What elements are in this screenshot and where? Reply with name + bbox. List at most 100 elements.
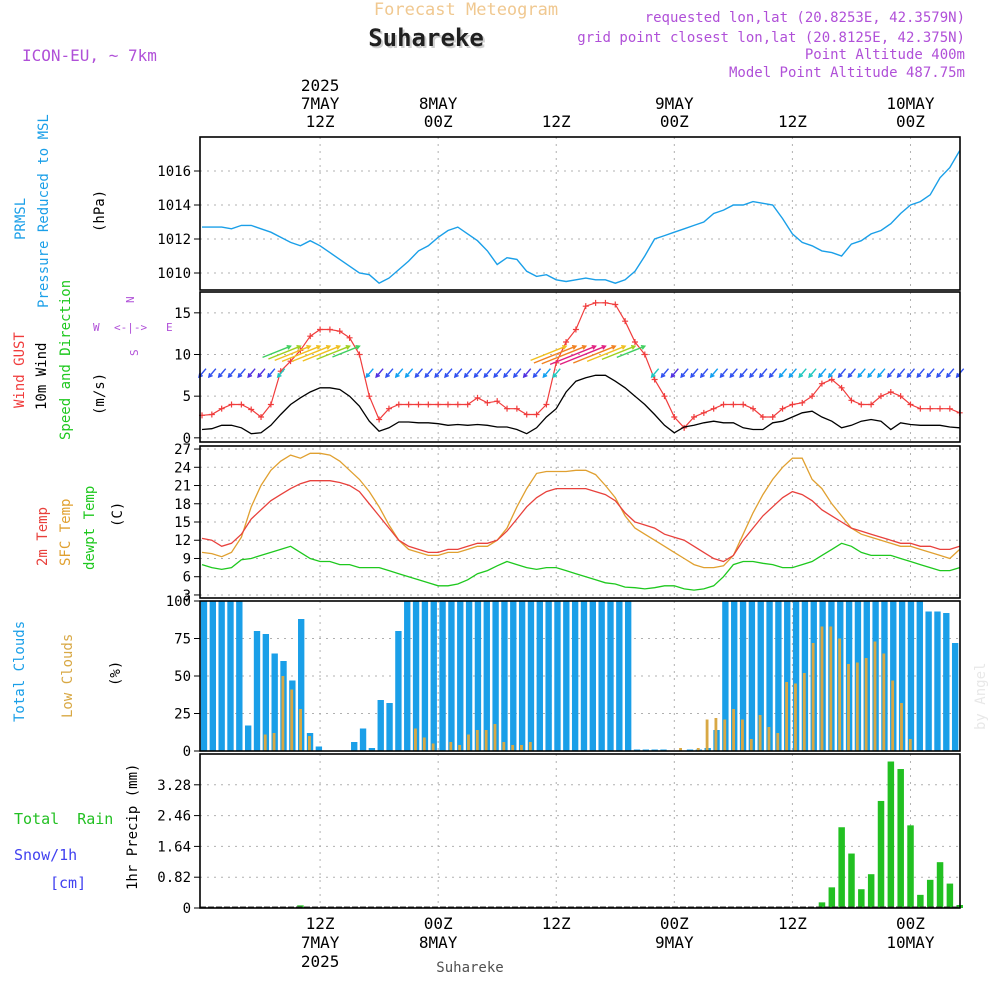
total-clouds-bar [951, 643, 959, 751]
total-clouds-bar [359, 728, 367, 751]
wind-vector-arrow [332, 345, 360, 358]
low-clouds-bar [299, 709, 302, 751]
compass-w: W [93, 321, 100, 334]
gust-point-marker [809, 393, 816, 400]
rain-bar [936, 862, 944, 908]
low-clouds-bar [873, 641, 877, 751]
wind-vector-arrowhead [562, 344, 568, 350]
wind-vector-arrow [247, 368, 256, 378]
requested-coords: requested lon,lat (20.8253E, 42.3579N) [645, 10, 965, 26]
low-clouds-bar [847, 664, 850, 751]
wind-vector-arrow [808, 368, 817, 378]
wind-vector-arrow [385, 368, 394, 378]
gust-point-marker [946, 405, 953, 412]
wind-vector-arrow [749, 368, 758, 378]
gust-point-marker [218, 405, 225, 412]
total-clouds-bar [766, 601, 773, 751]
wind-vector-arrow [877, 368, 886, 378]
wind-series-line [201, 374, 960, 435]
wind-vector-arrow [262, 345, 291, 359]
temp-2m-label: 2m Temp [35, 507, 51, 566]
y-tick-label: 3 [183, 588, 191, 604]
gust-point-marker [937, 405, 943, 412]
time-label-top: 00Z [424, 112, 453, 131]
time-label-top: 00Z [896, 112, 925, 131]
gust-point-marker [258, 414, 265, 420]
time-label-top: 00Z [660, 112, 689, 131]
gust-point-marker [376, 416, 383, 423]
rain-label: Total Rain [14, 810, 113, 828]
low-clouds-bar [449, 742, 453, 751]
wind-vector-arrowhead [916, 372, 922, 379]
total-clouds-bar [474, 601, 482, 751]
pressure-series-line [202, 150, 961, 285]
snow-label: Snow/1h [14, 846, 77, 864]
temp-sfc-label: SFC Temp [58, 499, 74, 566]
wind-vector-arrowhead [719, 372, 725, 379]
low-clouds-bar [855, 662, 859, 751]
total-clouds-bar [784, 601, 791, 751]
low-clouds-bar [900, 703, 903, 751]
gust-point-marker [612, 301, 619, 308]
precip-axis-label: 1hr Precip (mm) [125, 764, 141, 890]
low-clouds-bar [829, 626, 833, 751]
total-clouds-bar [722, 601, 729, 751]
wind-vector-arrowhead [630, 344, 637, 350]
gust-point-marker [543, 401, 550, 408]
total-clouds-bar [218, 601, 225, 751]
low-clouds-bar [502, 742, 506, 751]
low-clouds-bar [741, 719, 744, 751]
time-label-top: 12Z [306, 112, 335, 131]
low-clouds-bar [767, 727, 771, 751]
wind-vector-arrow [867, 368, 876, 378]
wind-vector-arrowhead [680, 372, 686, 379]
gust-point-marker [248, 406, 255, 413]
total-clouds-bar [404, 601, 411, 751]
wind-vector-arrowhead [512, 372, 518, 379]
wind-vector-arrowhead [621, 344, 627, 350]
y-tick-label: 12 [174, 533, 191, 549]
wind-vector-arrow [237, 368, 246, 378]
wind-vector-arrowhead [699, 372, 705, 379]
wind-vector-arrowhead [434, 372, 440, 379]
wind-vector-arrowhead [247, 372, 253, 379]
gust-point-marker [454, 401, 461, 408]
gust-point-marker [769, 414, 776, 420]
time-label-bottom: 7MAY [301, 933, 340, 952]
wind-unit: (m/s) [92, 373, 108, 415]
gust-point-marker [691, 414, 697, 420]
wind-vector-arrow [268, 345, 301, 360]
total-clouds-bar [368, 748, 376, 751]
wind-vector-arrowhead [906, 372, 912, 379]
y-tick-label: 75 [174, 632, 191, 648]
y-tick-label: 0 [183, 744, 191, 760]
wind-vector-arrow [424, 368, 433, 378]
total-clouds-bar [518, 601, 526, 751]
wind-vector-arrow [274, 345, 311, 362]
gust-point-marker [563, 339, 570, 345]
gust-point-marker [750, 405, 757, 412]
total-clouds-bar [563, 601, 570, 751]
total-clouds-bar [510, 601, 517, 751]
gust-point-marker [317, 326, 324, 333]
wind-vector-arrowhead [385, 372, 390, 379]
low-clouds-bar [891, 680, 895, 751]
wind-vector-arrowhead [503, 372, 509, 379]
gust-point-marker [887, 389, 894, 395]
rain-bar [848, 853, 855, 908]
temp-side-labels: 2m Temp SFC Temp dewpt Temp (C) [35, 486, 126, 570]
y-tick-label: 27 [174, 442, 191, 458]
wind-vector-arrowhead [542, 372, 548, 379]
gust-point-marker [326, 326, 333, 333]
wind-vector-arrowhead [552, 372, 558, 379]
gust-point-marker [759, 414, 766, 420]
wind-vector-arrow [454, 368, 463, 378]
wind-vector-arrow [464, 368, 473, 378]
low-clouds-bar [467, 734, 470, 751]
wind-vector-arrowhead [758, 372, 764, 379]
gust-point-marker [917, 405, 924, 412]
low-clouds-bar [290, 689, 294, 751]
wind-vector-arrowhead [394, 372, 400, 379]
total-clouds-bar [483, 601, 490, 751]
gust-point-marker [740, 401, 747, 408]
